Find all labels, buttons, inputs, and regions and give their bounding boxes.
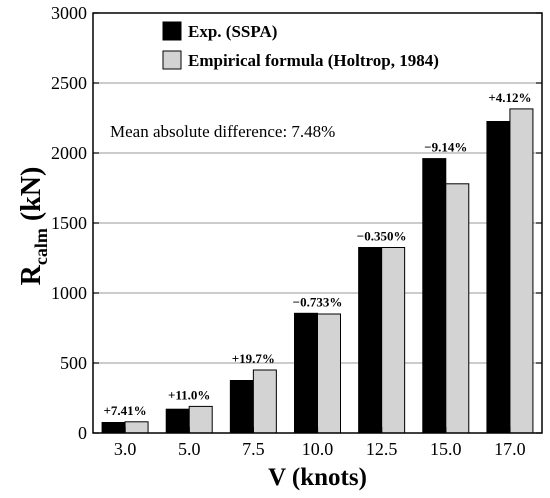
- y-axis-title: Rcalm (kN): [16, 167, 51, 286]
- y-tick-label: 2500: [51, 73, 87, 93]
- bar-difference-label: −0.350%: [357, 229, 407, 244]
- x-tick-label: 12.5: [366, 439, 398, 459]
- bar-empirical: [317, 313, 341, 434]
- bar-difference-label: −0.733%: [293, 294, 343, 309]
- y-axis-title-unit: (kN): [16, 167, 47, 228]
- bar-exp: [165, 408, 190, 434]
- bar-difference-label: +7.41%: [103, 403, 146, 418]
- x-tick-label: 3.0: [114, 439, 137, 459]
- bar-exp: [486, 121, 511, 434]
- y-tick-label: 1000: [51, 283, 87, 303]
- bar-empirical: [509, 108, 534, 434]
- y-axis-title-subscript: calm: [31, 228, 51, 265]
- bar-difference-label: +19.7%: [232, 351, 275, 366]
- bar-difference-label: +11.0%: [168, 387, 210, 402]
- bar-empirical: [252, 369, 277, 434]
- bar-exp: [422, 158, 447, 434]
- bar-empirical: [445, 183, 470, 434]
- legend-label-exp: Exp. (SSPA): [188, 22, 277, 41]
- y-axis-title-main: R: [16, 264, 47, 285]
- legend-swatch-exp: [162, 21, 182, 41]
- legend-swatch-empirical: [162, 50, 182, 70]
- x-tick-label: 7.5: [242, 439, 265, 459]
- x-tick-label: 17.0: [494, 439, 526, 459]
- x-tick-label: 5.0: [178, 439, 201, 459]
- bar-difference-label: +4.12%: [488, 90, 531, 105]
- y-tick-label: 3000: [51, 3, 87, 23]
- x-axis-tick-labels: 3.0 5.0 7.5 10.0 12.5 15.0 17.0: [114, 439, 526, 459]
- x-tick-label: 10.0: [302, 439, 334, 459]
- bars: [101, 108, 534, 434]
- bar-exp: [294, 312, 318, 434]
- mean-difference-annotation: Mean absolute difference: 7.48%: [110, 122, 335, 141]
- y-tick-label: 2000: [51, 143, 87, 163]
- y-tick-label: 1500: [51, 213, 87, 233]
- legend: Exp. (SSPA) Empirical formula (Holtrop, …: [162, 21, 439, 70]
- bar-difference-labels: +7.41% +11.0% +19.7% −0.733% −0.350% −9.14% +4…: [103, 90, 531, 418]
- x-axis-title: V (knots): [268, 464, 367, 491]
- bar-empirical: [124, 421, 149, 434]
- bar-exp: [358, 247, 383, 434]
- legend-label-empirical: Empirical formula (Holtrop, 1984): [188, 51, 439, 70]
- y-tick-label: 500: [60, 353, 87, 373]
- bar-difference-label: −9.14%: [424, 140, 467, 155]
- axis-ticks: [93, 12, 542, 434]
- bar-exp: [101, 422, 126, 434]
- y-axis-tick-labels: 0 500 1000 1500 2000 2500 3000: [51, 3, 87, 443]
- bar-empirical: [381, 247, 406, 434]
- bar-empirical: [188, 405, 213, 434]
- x-tick-label: 15.0: [430, 439, 462, 459]
- y-tick-label: 0: [78, 423, 87, 443]
- bar-exp: [229, 380, 254, 434]
